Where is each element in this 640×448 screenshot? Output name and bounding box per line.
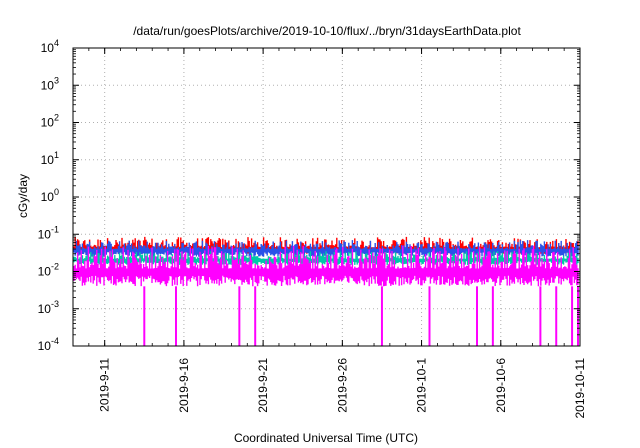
x-tick-label: 2019-10-6 [494, 358, 508, 413]
x-axis-label: Coordinated Universal Time (UTC) [234, 431, 418, 445]
y-tick-label: 101 [41, 150, 59, 167]
x-tick-label: 2019-10-11 [573, 358, 587, 419]
y-tick-label: 10-3 [38, 299, 59, 316]
y-tick-label: 104 [41, 38, 59, 55]
x-tick-label: 2019-9-26 [335, 358, 349, 413]
grid [73, 47, 581, 347]
x-tick-label: 2019-9-11 [98, 358, 112, 412]
y-tick-label: 103 [41, 75, 59, 92]
y-tick-label: 102 [41, 113, 59, 130]
x-tick-label: 2019-9-16 [177, 358, 191, 413]
chart-title: /data/run/goesPlots/archive/2019-10-10/f… [133, 24, 521, 38]
y-tick-label: 10-4 [38, 336, 59, 353]
y-tick-label: 10-2 [38, 262, 59, 279]
y-axis-label: cGy/day [16, 174, 30, 218]
y-tick-label: 10-1 [38, 224, 59, 241]
x-tick-label: 2019-9-21 [256, 358, 270, 413]
series-layer [73, 236, 579, 346]
x-tick-label: 2019-10-1 [415, 358, 429, 413]
y-tick-label: 100 [41, 187, 59, 204]
ticks: 2019-9-11 2019-9-16 2019-9-21 2019-9-26 2019… [38, 38, 587, 419]
